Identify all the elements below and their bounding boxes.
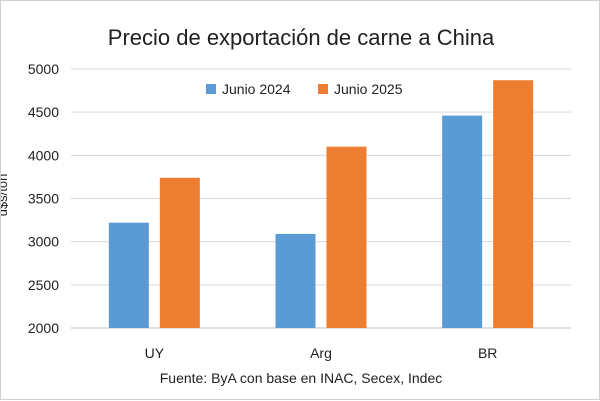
y-tick-label-2500: 2500 [28,277,59,293]
legend-swatch-junio-2024 [206,84,216,94]
y-axis-label: u$s/ton [1,174,10,217]
bar-arg-junio-2025 [326,146,367,328]
x-tick-label-uy: UY [145,345,165,361]
gridlines [71,68,571,329]
bar-br-junio-2024 [442,115,483,329]
bar-arg-junio-2024 [275,233,316,328]
y-tick-label-5000: 5000 [28,61,59,77]
chart-title: Precio de exportación de carne a China [108,25,495,50]
y-tick-label-2000: 2000 [28,320,59,336]
bar-uy-junio-2025 [159,177,200,328]
bar-uy-junio-2024 [108,222,149,328]
y-tick-label-3500: 3500 [28,191,59,207]
legend-label-junio-2025: Junio 2025 [334,81,403,97]
source-note: Fuente: ByA con base en INAC, Secex, Ind… [160,370,443,386]
y-tick-label-4500: 4500 [28,104,59,120]
y-tick-label-4000: 4000 [28,147,59,163]
y-axis-ticks: 2000 2500 3000 3500 4000 4500 5000 [28,61,59,336]
x-axis-ticks: UY Arg BR [145,345,498,361]
legend: Junio 2024 Junio 2025 [206,81,403,97]
x-tick-label-arg: Arg [310,345,332,361]
bars [108,80,534,329]
legend-label-junio-2024: Junio 2024 [222,81,291,97]
legend-swatch-junio-2025 [318,84,328,94]
bar-br-junio-2025 [493,80,534,329]
x-tick-label-br: BR [478,345,497,361]
y-tick-label-3000: 3000 [28,234,59,250]
